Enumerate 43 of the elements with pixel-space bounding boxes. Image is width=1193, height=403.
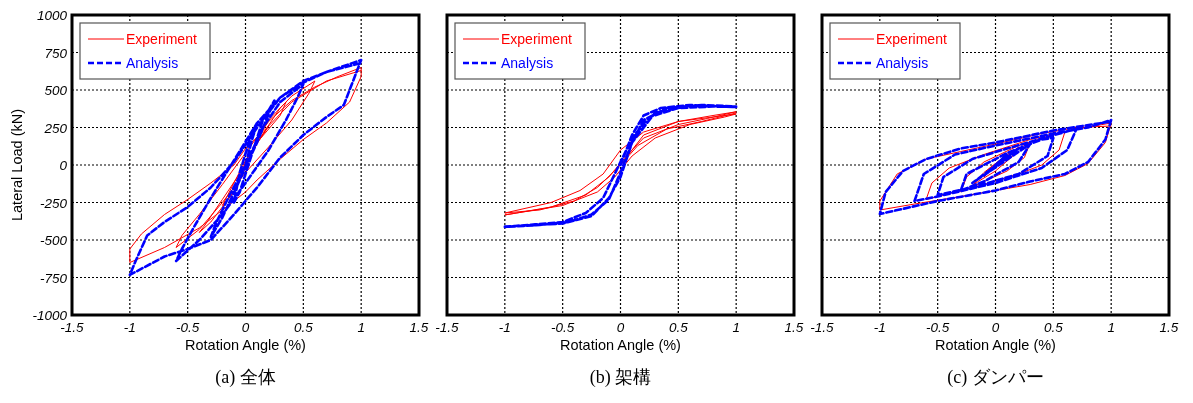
x-tick-label: -1 [498, 320, 511, 335]
x-tick-label: -1.5 [810, 320, 835, 335]
y-tick-label: 750 [44, 45, 68, 61]
x-tick-label: 0.5 [1043, 320, 1064, 335]
y-tick-label: 500 [44, 83, 68, 98]
x-tick-label: 1.5 [409, 320, 429, 335]
x-tick-label: 0.5 [668, 320, 689, 335]
legend-label: Analysis [501, 55, 554, 71]
legend-label: Experiment [126, 31, 197, 47]
text: (a) 全体 [215, 367, 276, 388]
y-tick-label: -1000 [32, 308, 68, 323]
text: (c) ダンパー [947, 367, 1044, 388]
legend-label: Experiment [876, 31, 947, 47]
x-tick-label: -1.5 [60, 320, 85, 335]
y-tick-label: 250 [43, 120, 68, 136]
x-tick-label: -0.5 [926, 320, 950, 335]
x-axis-title: Rotation Angle (%) [935, 337, 1056, 353]
y-tick-label: -750 [39, 270, 68, 286]
y-tick-label: 1000 [36, 8, 68, 23]
x-tick-label: 1 [732, 320, 740, 335]
x-tick-label: 1 [1107, 320, 1115, 335]
legend-label: Analysis [126, 55, 179, 71]
x-tick-label: 1 [357, 320, 365, 335]
x-tick-label: -1.5 [435, 320, 460, 335]
x-tick-label: -0.5 [176, 320, 200, 335]
legend-label: Analysis [876, 55, 929, 71]
x-tick-label: 1.5 [1159, 320, 1179, 335]
y-tick-label: -500 [39, 233, 68, 248]
text: (b) 架構 [589, 367, 652, 388]
x-tick-label: -1 [123, 320, 136, 335]
legend-label: Experiment [501, 31, 572, 47]
y-tick-label: 0 [59, 158, 68, 173]
x-tick-label: 0 [616, 320, 625, 335]
x-tick-label: 0 [241, 320, 250, 335]
y-axis-title: Lateral Load (kN) [9, 108, 25, 222]
y-tick-label: -250 [39, 195, 68, 211]
x-tick-label: -1 [873, 320, 886, 335]
x-axis-title: Rotation Angle (%) [185, 337, 306, 353]
x-tick-label: 1.5 [784, 320, 804, 335]
x-axis-title: Rotation Angle (%) [560, 337, 681, 353]
x-tick-label: 0.5 [293, 320, 314, 335]
x-tick-label: -0.5 [551, 320, 575, 335]
x-tick-label: 0 [991, 320, 1000, 335]
